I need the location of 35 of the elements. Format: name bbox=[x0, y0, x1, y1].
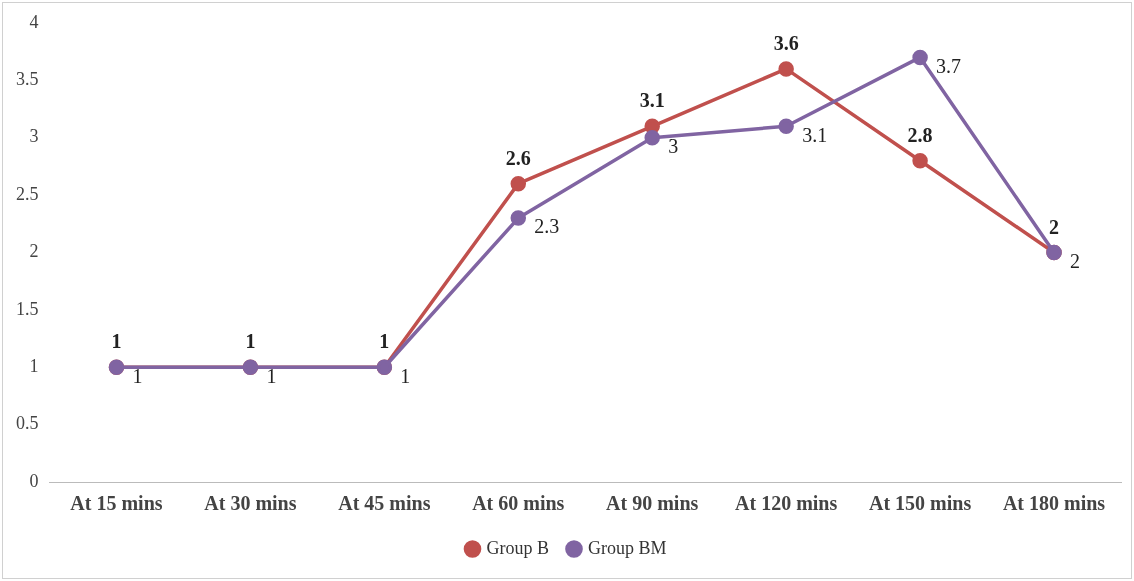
y-tick-label: 0.5 bbox=[16, 413, 39, 434]
data-label: 1 bbox=[400, 364, 411, 387]
data-label: 1 bbox=[379, 330, 390, 353]
data-label: 3.1 bbox=[639, 89, 665, 112]
x-tick-label: At 15 mins bbox=[70, 492, 163, 515]
data-label: 1 bbox=[132, 364, 143, 387]
y-tick-label: 1.5 bbox=[16, 298, 39, 319]
y-tick-label: 3.5 bbox=[16, 69, 39, 90]
data-label: 2.8 bbox=[907, 123, 933, 146]
data-label: 3.1 bbox=[802, 123, 828, 146]
data-label: 3 bbox=[668, 135, 679, 157]
x-tick-label: At 150 mins bbox=[868, 492, 972, 515]
y-tick-label: 1 bbox=[29, 355, 39, 376]
data-label: 2.6 bbox=[505, 146, 531, 169]
legend-label: Group B bbox=[486, 537, 549, 558]
x-tick-label: At 180 mins bbox=[1002, 492, 1106, 515]
x-tick-label: At 60 mins bbox=[472, 492, 565, 515]
x-tick-label: At 45 mins bbox=[338, 492, 431, 515]
x-tick-label: At 90 mins bbox=[606, 492, 699, 515]
y-tick-label: 3 bbox=[29, 126, 39, 147]
legend-label: Group BM bbox=[588, 537, 667, 558]
data-label: 3.6 bbox=[773, 32, 799, 55]
x-tick-label: At 30 mins bbox=[204, 492, 297, 515]
data-label: 2.3 bbox=[534, 215, 560, 238]
y-tick-label: 2.5 bbox=[16, 183, 39, 204]
y-tick-label: 0 bbox=[29, 470, 39, 491]
data-label: 2 bbox=[1070, 249, 1081, 272]
y-tick-label: 2 bbox=[29, 241, 39, 262]
data-label: 1 bbox=[245, 330, 256, 353]
y-tick-label: 4 bbox=[29, 11, 39, 32]
data-label: 1 bbox=[111, 330, 122, 353]
data-label: 3.7 bbox=[936, 54, 962, 77]
x-tick-label: At 120 mins bbox=[735, 492, 838, 515]
data-label: 1 bbox=[266, 364, 277, 387]
data-label: 2 bbox=[1049, 215, 1060, 238]
